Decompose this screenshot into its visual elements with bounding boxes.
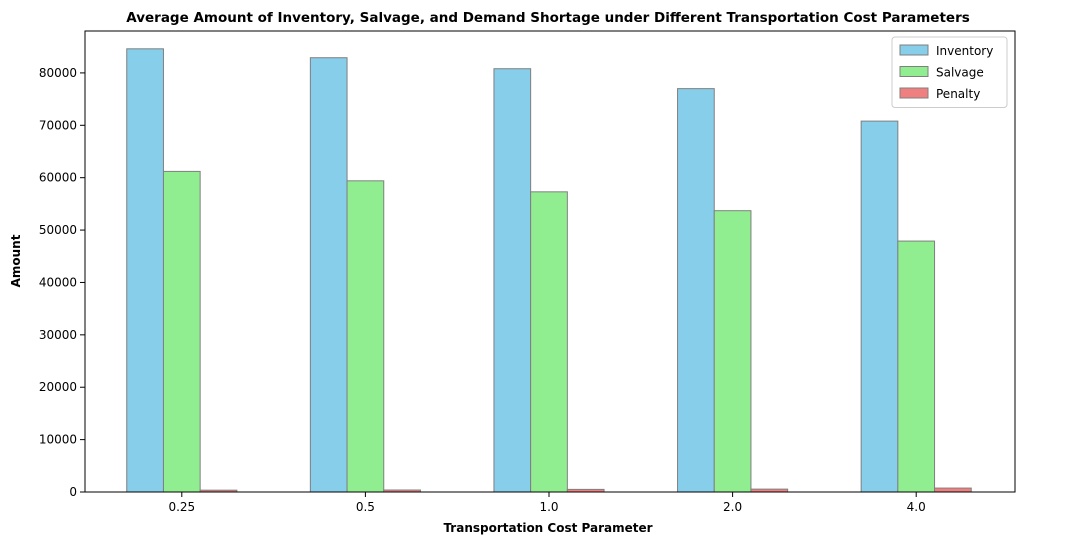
y-tick-label: 10000 (39, 433, 77, 447)
legend: Inventory Salvage Penalty (891, 36, 1008, 108)
bar-salvage-2.0 (713, 210, 752, 493)
x-tick-label: 0.25 (168, 500, 195, 514)
legend-label-penalty: Penalty (936, 87, 980, 101)
y-tick-label: 80000 (39, 66, 77, 80)
y-axis-label: Amount (9, 234, 23, 287)
bar-inventory-2.0 (677, 88, 715, 493)
y-tick-label: 70000 (39, 118, 77, 132)
plot-area-frame (84, 30, 1016, 493)
y-tick-label: 40000 (39, 275, 77, 289)
y-axis: 0 10000 20000 30000 40000 50000 60000 70000 8000… (39, 66, 85, 499)
y-tick-label: 30000 (39, 328, 77, 342)
chart-title: Average Amount of Inventory, Salvage, an… (126, 10, 970, 26)
legend-swatch-salvage (899, 66, 929, 77)
x-axis: 0.25 0.5 1.0 2.0 4.0 (168, 492, 926, 514)
y-tick-label: 20000 (39, 380, 77, 394)
legend-swatch-penalty (899, 87, 929, 99)
legend-swatch-inventory (899, 44, 929, 56)
x-tick-label: 2.0 (723, 500, 742, 514)
bar-inventory-4.0 (860, 120, 899, 493)
bar-salvage-1.0 (530, 191, 568, 493)
bar-salvage-0.5 (346, 180, 385, 493)
bar-inventory-1.0 (493, 68, 532, 493)
y-tick-label: 50000 (39, 223, 77, 237)
legend-label-salvage: Salvage (936, 66, 984, 80)
bar-inventory-0.25 (126, 48, 164, 493)
bar-penalty-4.0 (934, 487, 972, 493)
bar-salvage-0.25 (162, 170, 201, 493)
y-tick-label: 0 (69, 485, 77, 499)
bar-salvage-4.0 (897, 240, 936, 493)
bar-inventory-0.5 (309, 57, 348, 493)
x-axis-label: Transportation Cost Parameter (443, 521, 652, 535)
x-tick-label: 4.0 (907, 500, 926, 514)
legend-label-inventory: Inventory (936, 44, 993, 58)
x-tick-label: 0.5 (356, 500, 375, 514)
bars-layer (126, 48, 972, 493)
x-tick-label: 1.0 (539, 500, 558, 514)
y-tick-label: 60000 (39, 171, 77, 185)
